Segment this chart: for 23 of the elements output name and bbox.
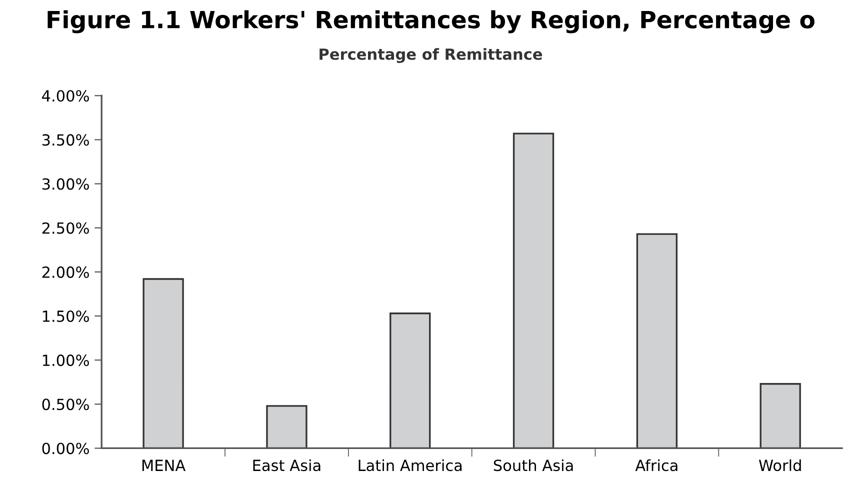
x-tick-label: Africa bbox=[635, 459, 678, 472]
bar bbox=[142, 278, 184, 448]
y-tick-label: 1.50% bbox=[42, 310, 89, 322]
y-tick-label: 1.00% bbox=[42, 354, 89, 366]
y-tick-label: 2.00% bbox=[42, 266, 89, 278]
bar bbox=[636, 233, 678, 448]
bar bbox=[266, 405, 308, 448]
y-tick-label: 0.50% bbox=[42, 398, 89, 410]
y-tick-label: 2.50% bbox=[42, 222, 89, 234]
x-tick-label: Latin America bbox=[358, 459, 462, 472]
x-tick-label: East Asia bbox=[253, 459, 320, 472]
chart-subtitle: Percentage of Remittance bbox=[320, 48, 542, 63]
x-tick-label: MENA bbox=[142, 460, 186, 471]
x-tick-label: South Asia bbox=[494, 459, 573, 472]
y-tick-label: 4.00% bbox=[42, 90, 89, 102]
chart-title: Figure 1.1 Workers' Remittances by Region, Percentage o bbox=[48, 10, 814, 34]
y-tick-label: 0.00% bbox=[42, 442, 89, 454]
y-tick-label: 3.50% bbox=[42, 134, 89, 146]
bar bbox=[390, 312, 431, 448]
y-tick-label: 3.00% bbox=[42, 178, 89, 190]
bar bbox=[512, 132, 554, 448]
bar bbox=[760, 383, 801, 448]
x-tick-label: World bbox=[758, 459, 801, 472]
